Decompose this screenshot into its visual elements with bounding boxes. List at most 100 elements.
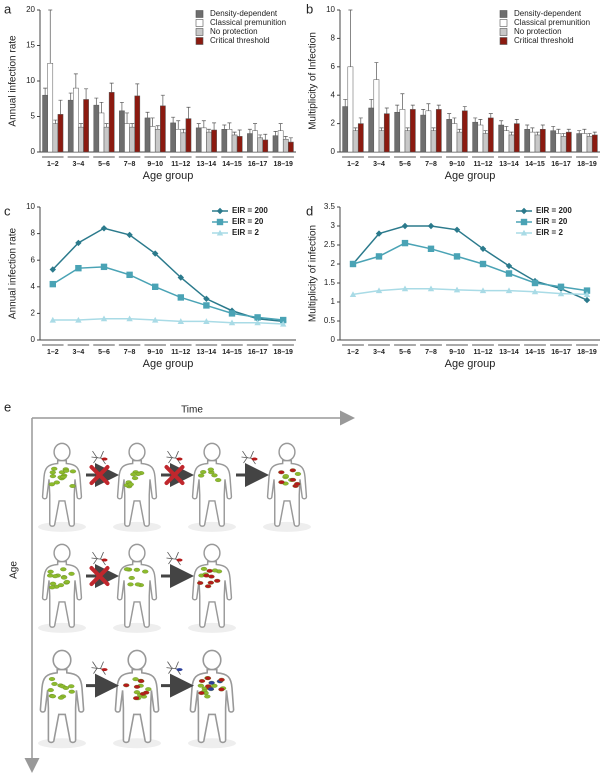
bar (352, 130, 359, 153)
x-tick-label: 13–14 (499, 349, 519, 356)
time-label: Time (181, 405, 203, 416)
y-tick-label: 2 (331, 119, 336, 128)
parasite (278, 470, 285, 475)
parasite (132, 677, 139, 682)
x-tick-label: 9–10 (147, 161, 163, 168)
marker (152, 316, 159, 323)
parasite (207, 687, 215, 692)
bar (73, 87, 79, 153)
marker (520, 207, 528, 215)
error-bar (452, 117, 457, 124)
error-bar (431, 127, 436, 131)
shadow (188, 521, 236, 532)
parasite (200, 566, 208, 571)
y-tick-label: 8 (331, 34, 336, 43)
y-tick-label: 2 (331, 259, 336, 268)
block-cross (89, 566, 110, 587)
block-cross (89, 465, 110, 486)
parasite (215, 478, 222, 483)
legend-label: Critical threshold (210, 36, 270, 45)
legend-swatch (195, 37, 204, 45)
bar (226, 129, 233, 153)
bar (93, 104, 100, 153)
line (52, 266, 284, 321)
y-tick-label: 0 (331, 335, 336, 344)
bar (78, 126, 84, 153)
bar (149, 126, 156, 153)
shadow (263, 521, 311, 532)
parasite (294, 481, 301, 486)
parasite (294, 471, 302, 476)
parasite (197, 683, 204, 688)
error-bar (473, 117, 478, 123)
parasite (62, 468, 70, 473)
mosquito-belly (176, 457, 183, 461)
bar (42, 94, 48, 153)
bar (430, 130, 437, 153)
error-bar (577, 130, 582, 134)
x-tick-label: 1–2 (347, 349, 359, 356)
bar (373, 79, 380, 153)
mosquito (241, 450, 258, 465)
bar (201, 127, 207, 153)
x-tick-label: 9–10 (147, 349, 163, 356)
marker (520, 218, 528, 226)
parasite (204, 676, 212, 681)
parasite (69, 469, 77, 474)
error-bar (135, 83, 140, 96)
parasite (69, 484, 76, 488)
x-tick-label: 5–6 (399, 349, 411, 356)
bar (591, 134, 598, 153)
person (116, 442, 158, 527)
parasite (206, 568, 213, 573)
parasite (204, 584, 212, 589)
bar (378, 130, 385, 153)
parasite (133, 684, 141, 689)
y-tick-label: 4 (331, 90, 336, 99)
parasite (133, 567, 141, 572)
error-bar (556, 128, 561, 134)
legend-label: EIR = 2 (232, 228, 259, 237)
y-tick-label: 8 (31, 229, 36, 238)
error-bar (176, 120, 181, 130)
error-bar (509, 131, 514, 135)
error-bar (78, 123, 83, 128)
legend-label: Critical threshold (514, 36, 574, 45)
error-bar (288, 137, 293, 143)
marker (479, 260, 487, 268)
x-tick-label: 3–4 (373, 349, 385, 356)
marker (531, 279, 539, 287)
parasite (143, 690, 150, 695)
legend-swatch (195, 28, 204, 36)
bar (409, 109, 416, 153)
bar (252, 130, 258, 153)
error-bar (426, 103, 431, 111)
bar (119, 110, 125, 153)
parasite (198, 691, 205, 695)
error-bar (504, 126, 509, 131)
bar (98, 112, 105, 153)
marker (557, 283, 565, 290)
bar (394, 111, 401, 153)
bar (170, 122, 176, 153)
y-tick-label: 6 (331, 62, 336, 71)
bar (67, 99, 74, 153)
error-bar (171, 116, 176, 123)
error-bar (395, 104, 400, 113)
marker (100, 315, 108, 322)
error-bar (499, 120, 504, 126)
error-bar (58, 99, 63, 115)
mosquito-belly (176, 558, 183, 562)
error-bar (196, 123, 201, 128)
error-bar (582, 128, 587, 134)
error-bar (206, 128, 211, 133)
parasite (49, 581, 57, 586)
parasite (49, 470, 56, 475)
marker (203, 318, 210, 324)
marker (203, 302, 210, 309)
marker (49, 316, 56, 323)
bar (451, 123, 458, 153)
error-bar (258, 134, 263, 138)
bar (477, 124, 484, 153)
marker (100, 225, 108, 232)
